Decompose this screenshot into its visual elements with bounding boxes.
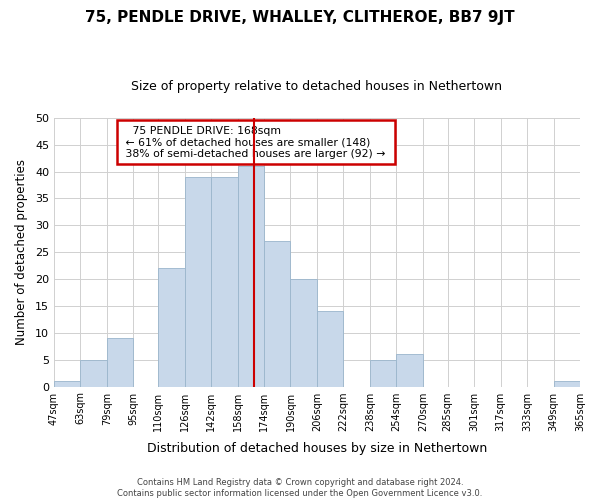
Bar xyxy=(397,354,423,386)
Bar xyxy=(290,279,317,386)
Bar xyxy=(54,381,80,386)
Y-axis label: Number of detached properties: Number of detached properties xyxy=(15,159,28,345)
Title: Size of property relative to detached houses in Nethertown: Size of property relative to detached ho… xyxy=(131,80,502,93)
Bar xyxy=(158,268,185,386)
Text: Contains HM Land Registry data © Crown copyright and database right 2024.
Contai: Contains HM Land Registry data © Crown c… xyxy=(118,478,482,498)
Bar xyxy=(238,166,264,386)
Bar xyxy=(317,312,343,386)
Bar xyxy=(264,242,290,386)
Bar xyxy=(554,381,580,386)
Bar xyxy=(370,360,397,386)
Text: 75, PENDLE DRIVE, WHALLEY, CLITHEROE, BB7 9JT: 75, PENDLE DRIVE, WHALLEY, CLITHEROE, BB… xyxy=(85,10,515,25)
Bar xyxy=(80,360,107,386)
X-axis label: Distribution of detached houses by size in Nethertown: Distribution of detached houses by size … xyxy=(147,442,487,455)
Bar xyxy=(107,338,133,386)
Text: 75 PENDLE DRIVE: 168sqm   
 ← 61% of detached houses are smaller (148) 
 38% of : 75 PENDLE DRIVE: 168sqm ← 61% of detache… xyxy=(122,126,389,159)
Bar xyxy=(185,177,211,386)
Bar xyxy=(211,177,238,386)
